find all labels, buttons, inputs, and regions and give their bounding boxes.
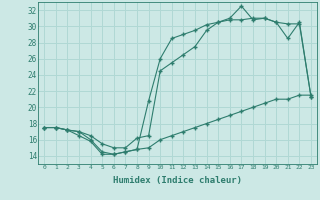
X-axis label: Humidex (Indice chaleur): Humidex (Indice chaleur) xyxy=(113,176,242,185)
